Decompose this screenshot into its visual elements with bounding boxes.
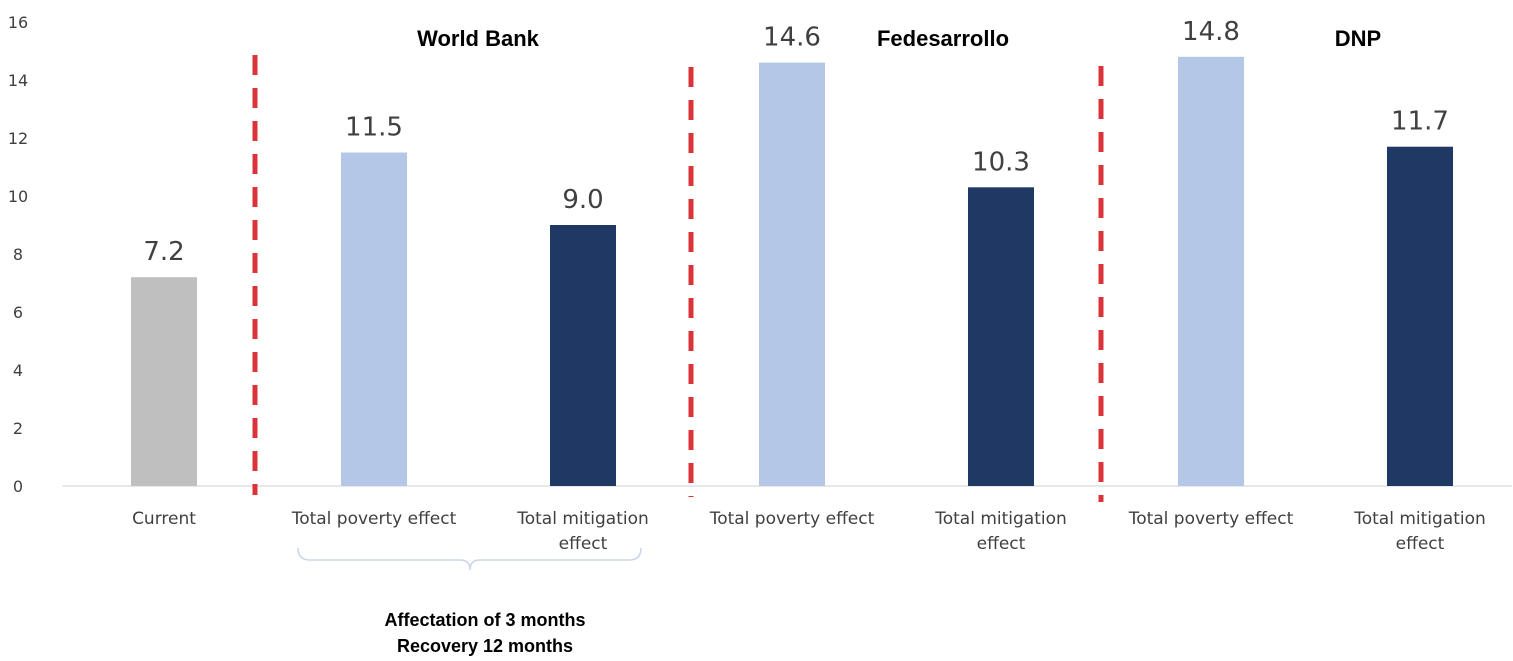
- x-tick-label: Total mitigation effect: [934, 509, 1067, 554]
- y-tick-label: 8: [13, 245, 23, 264]
- data-label: 11.5: [345, 113, 403, 143]
- bar: [1387, 146, 1453, 486]
- y-tick-label: 16: [8, 13, 28, 32]
- x-tick-label: Total poverty effect: [291, 509, 457, 529]
- bar: [1178, 56, 1244, 487]
- category-labels: Current Total poverty effect Total mitigat…: [132, 509, 1486, 554]
- data-label: 10.3: [972, 147, 1030, 177]
- bar: [759, 62, 825, 486]
- group-title: DNP: [1335, 26, 1381, 51]
- y-tick-label: 6: [13, 303, 23, 322]
- data-label: 9.0: [562, 185, 603, 215]
- group-title: World Bank: [417, 26, 540, 51]
- x-tick-label: Total poverty effect: [709, 509, 875, 529]
- annotation-text: Affectation of 3 months: [385, 610, 586, 630]
- x-tick-label: Total mitigation effect: [1353, 509, 1486, 554]
- annotation-text: Recovery 12 months: [397, 636, 573, 656]
- x-tick-label: Total mitigation effect: [516, 509, 649, 554]
- bar: [968, 187, 1034, 487]
- annotation: Affectation of 3 months Recovery 12 month…: [297, 547, 642, 656]
- data-label: 14.6: [763, 23, 821, 53]
- y-tick-label: 4: [13, 361, 23, 380]
- bar: [131, 277, 197, 486]
- bars: [131, 56, 1453, 487]
- group-titles: World Bank Fedesarrollo DNP: [417, 26, 1381, 51]
- y-tick-label: 2: [13, 419, 23, 438]
- bar: [550, 225, 616, 486]
- data-labels: 7.2 11.5 9.0 14.6 10.3 14.8 11.7: [143, 17, 1449, 267]
- data-label: 11.7: [1391, 107, 1449, 137]
- brace-icon: [297, 547, 642, 571]
- y-tick-label: 14: [8, 71, 28, 90]
- group-title: Fedesarrollo: [877, 26, 1009, 51]
- y-axis: 0 2 4 6 8 10 12 14 16: [8, 13, 28, 496]
- data-label: 7.2: [143, 237, 184, 267]
- data-label: 14.8: [1182, 17, 1240, 47]
- bar: [341, 152, 407, 486]
- y-tick-label: 10: [8, 187, 28, 206]
- x-tick-label: Total poverty effect: [1128, 509, 1294, 529]
- y-tick-label: 0: [13, 477, 23, 496]
- group-dividers: [252, 55, 1104, 502]
- y-tick-label: 12: [8, 129, 28, 148]
- x-tick-label: Current: [132, 509, 196, 529]
